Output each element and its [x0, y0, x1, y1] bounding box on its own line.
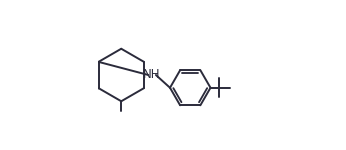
Text: NH: NH	[143, 69, 161, 81]
